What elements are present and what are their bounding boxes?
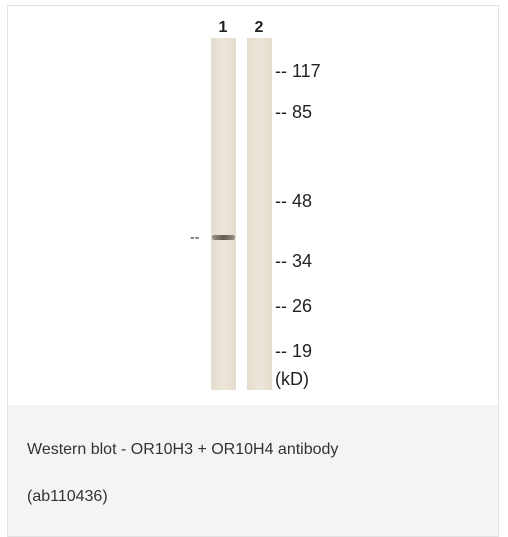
marker-label: -- 26 bbox=[275, 296, 312, 316]
marker-label: -- 85 bbox=[275, 102, 312, 122]
marker-label: -- 48 bbox=[275, 191, 312, 211]
blot-image: 1 2 -- -- 117 -- 85 -- 48 -- 34 -- 26 --… bbox=[0, 0, 508, 405]
lane-label: 1 bbox=[219, 19, 228, 36]
marker-label: -- 19 bbox=[275, 341, 312, 361]
lane bbox=[211, 38, 236, 390]
caption-text: Western blot - OR10H3 + OR10H4 antibody bbox=[27, 441, 338, 459]
caption-text: (ab110436) bbox=[27, 488, 108, 506]
unit-label: (kD) bbox=[275, 369, 309, 389]
page: 1 2 -- -- 117 -- 85 -- 48 -- 34 -- 26 --… bbox=[0, 0, 508, 537]
caption: Western blot - OR10H3 + OR10H4 antibody … bbox=[8, 405, 498, 536]
band bbox=[212, 235, 235, 240]
lane-label: 2 bbox=[255, 19, 264, 36]
marker-label: -- 117 bbox=[275, 61, 321, 81]
marker-label: -- 34 bbox=[275, 251, 312, 271]
band-marker: -- bbox=[190, 229, 200, 245]
lane bbox=[247, 38, 272, 390]
